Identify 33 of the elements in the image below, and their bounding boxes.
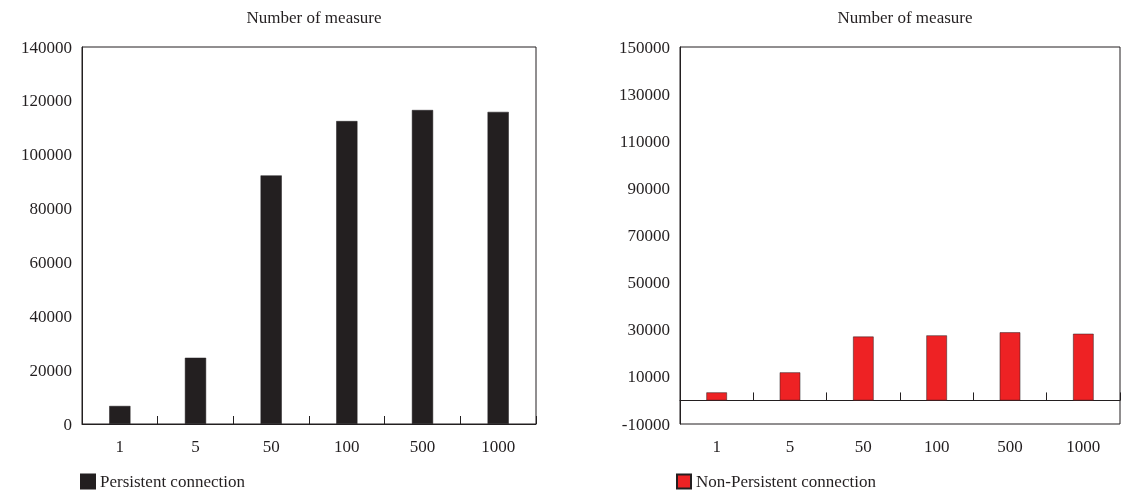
- y-tick-label: 140000: [21, 37, 72, 57]
- x-tick-label: 1000: [1066, 437, 1101, 456]
- y-tick-label: -10000: [621, 414, 670, 434]
- y-tick-label: 60000: [29, 252, 72, 272]
- y-tick-label: 20000: [29, 360, 72, 380]
- y-tick-label: 130000: [619, 84, 670, 104]
- x-tick-label: 500: [997, 437, 1023, 456]
- y-tick-label: 10000: [627, 367, 670, 387]
- y-tick-label: 150000: [619, 37, 670, 57]
- y-tick-label: 90000: [627, 178, 670, 198]
- legend-label: Non-Persistent connection: [696, 472, 877, 491]
- chart-title: Number of measure: [246, 8, 382, 27]
- y-tick-label: 80000: [29, 199, 72, 219]
- x-tick-label: 100: [923, 437, 950, 456]
- y-tick-label: 110000: [619, 131, 670, 151]
- x-tick-label: 500: [409, 437, 436, 456]
- y-tick-label: 100000: [21, 145, 72, 165]
- x-tick-label: 50: [262, 437, 280, 456]
- x-tick-label: 100: [334, 437, 360, 456]
- y-tick-label: 30000: [627, 320, 670, 340]
- x-tick-label: 1000: [481, 437, 516, 456]
- y-tick-label: 70000: [627, 226, 670, 245]
- legend-label: Persistent connection: [100, 472, 246, 491]
- chart-title: Number of measure: [837, 8, 973, 27]
- y-tick-label: 40000: [29, 306, 72, 326]
- x-tick-label: 1: [712, 437, 721, 456]
- x-tick-label: 50: [854, 437, 872, 456]
- y-tick-label: 120000: [21, 91, 72, 111]
- y-tick-label: 50000: [627, 273, 670, 293]
- x-tick-label: 5: [191, 437, 200, 456]
- x-tick-label: 5: [785, 437, 795, 456]
- x-tick-label: 1: [115, 437, 125, 456]
- y-tick-label: 0: [63, 414, 72, 434]
